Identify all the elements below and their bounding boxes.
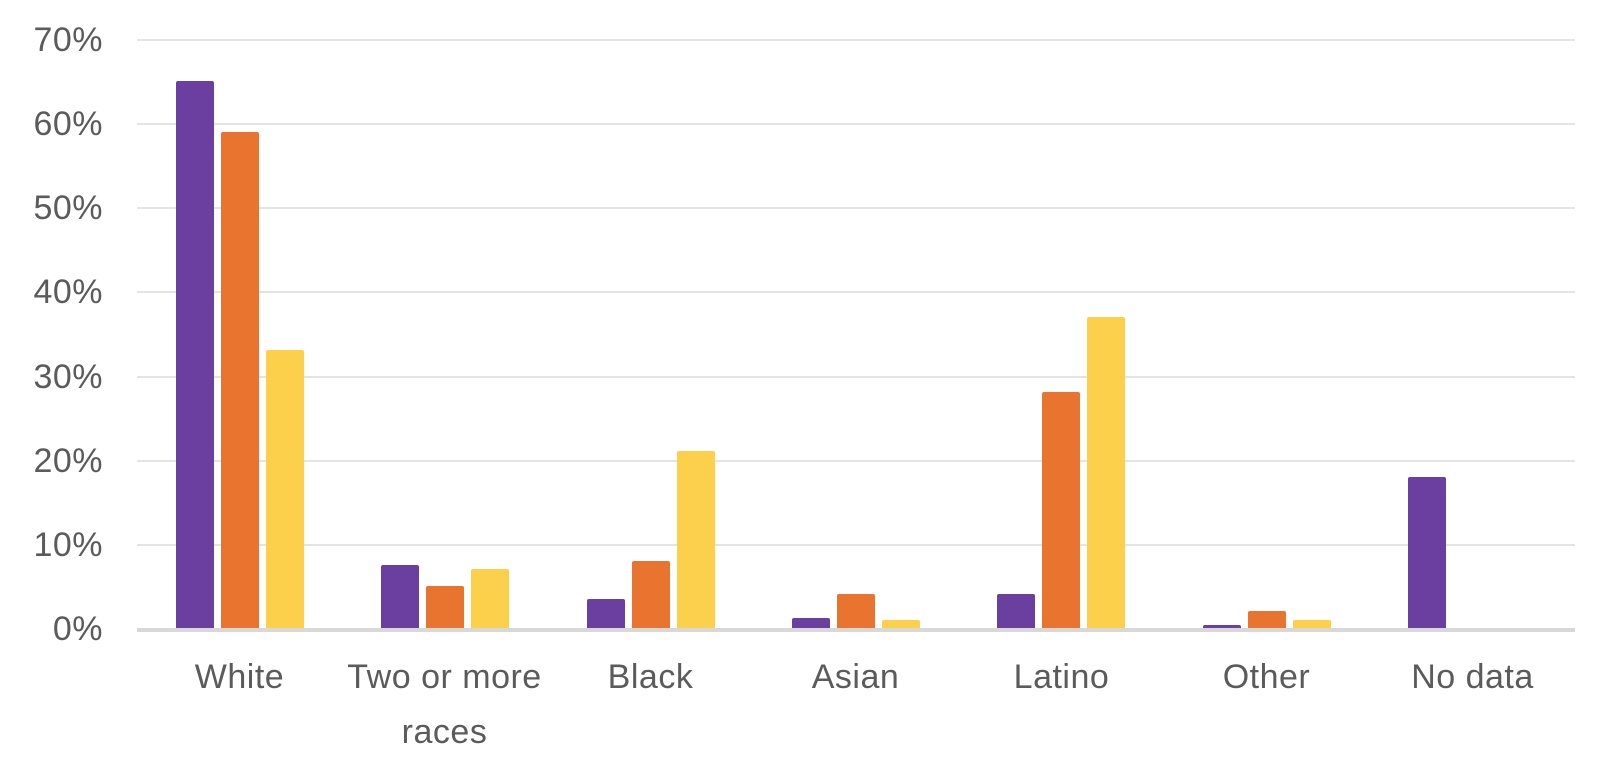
bar-purple-series-two-or-more-races xyxy=(381,565,419,628)
x-axis-line xyxy=(137,628,1575,632)
gridline-60 xyxy=(137,123,1575,126)
bar-orange-series-latino xyxy=(1042,392,1080,628)
bar-purple-series-white xyxy=(176,81,214,628)
bar-orange-series-two-or-more-races xyxy=(426,586,464,628)
bar-purple-series-black xyxy=(587,599,625,628)
x-tick-label-asian: Asian xyxy=(811,658,900,696)
gridline-40 xyxy=(137,291,1575,294)
bar-purple-series-latino xyxy=(997,594,1035,628)
bar-yellow-series-white xyxy=(266,350,304,628)
bar-yellow-series-other xyxy=(1293,620,1331,628)
bar-purple-series-no-data xyxy=(1408,477,1446,628)
y-tick-label-70: 70% xyxy=(33,21,103,59)
y-tick-label-50: 50% xyxy=(33,189,103,228)
x-tick-label-white: White xyxy=(194,658,285,696)
gridline-30 xyxy=(137,375,1575,378)
y-tick-label-0: 0% xyxy=(52,610,103,648)
bar-orange-series-black xyxy=(632,561,670,628)
bar-yellow-series-black xyxy=(677,451,715,628)
y-tick-label-40: 40% xyxy=(33,273,103,312)
x-tick-label-two-or-more-races: Two or more races xyxy=(347,658,542,751)
bar-purple-series-other xyxy=(1203,625,1241,628)
x-tick-label-no-data: No data xyxy=(1411,658,1534,696)
y-tick-label-60: 60% xyxy=(33,105,103,144)
bar-yellow-series-two-or-more-races xyxy=(471,569,509,628)
y-tick-label-20: 20% xyxy=(33,441,103,480)
gridline-70 xyxy=(137,39,1575,41)
x-tick-label-latino: Latino xyxy=(1013,658,1110,696)
bar-orange-series-white xyxy=(221,132,259,628)
y-tick-label-30: 30% xyxy=(33,357,103,396)
bar-orange-series-other xyxy=(1248,611,1286,628)
gridline-10 xyxy=(137,543,1575,546)
bar-purple-series-asian xyxy=(792,618,830,628)
gridline-20 xyxy=(137,459,1575,462)
bar-orange-series-asian xyxy=(837,594,875,628)
bar-yellow-series-asian xyxy=(882,620,920,628)
gridline-50 xyxy=(137,207,1575,210)
x-tick-label-black: Black xyxy=(607,658,694,696)
x-tick-label-other: Other xyxy=(1222,658,1311,696)
bar-yellow-series-latino xyxy=(1087,317,1125,628)
y-tick-label-10: 10% xyxy=(33,525,103,564)
